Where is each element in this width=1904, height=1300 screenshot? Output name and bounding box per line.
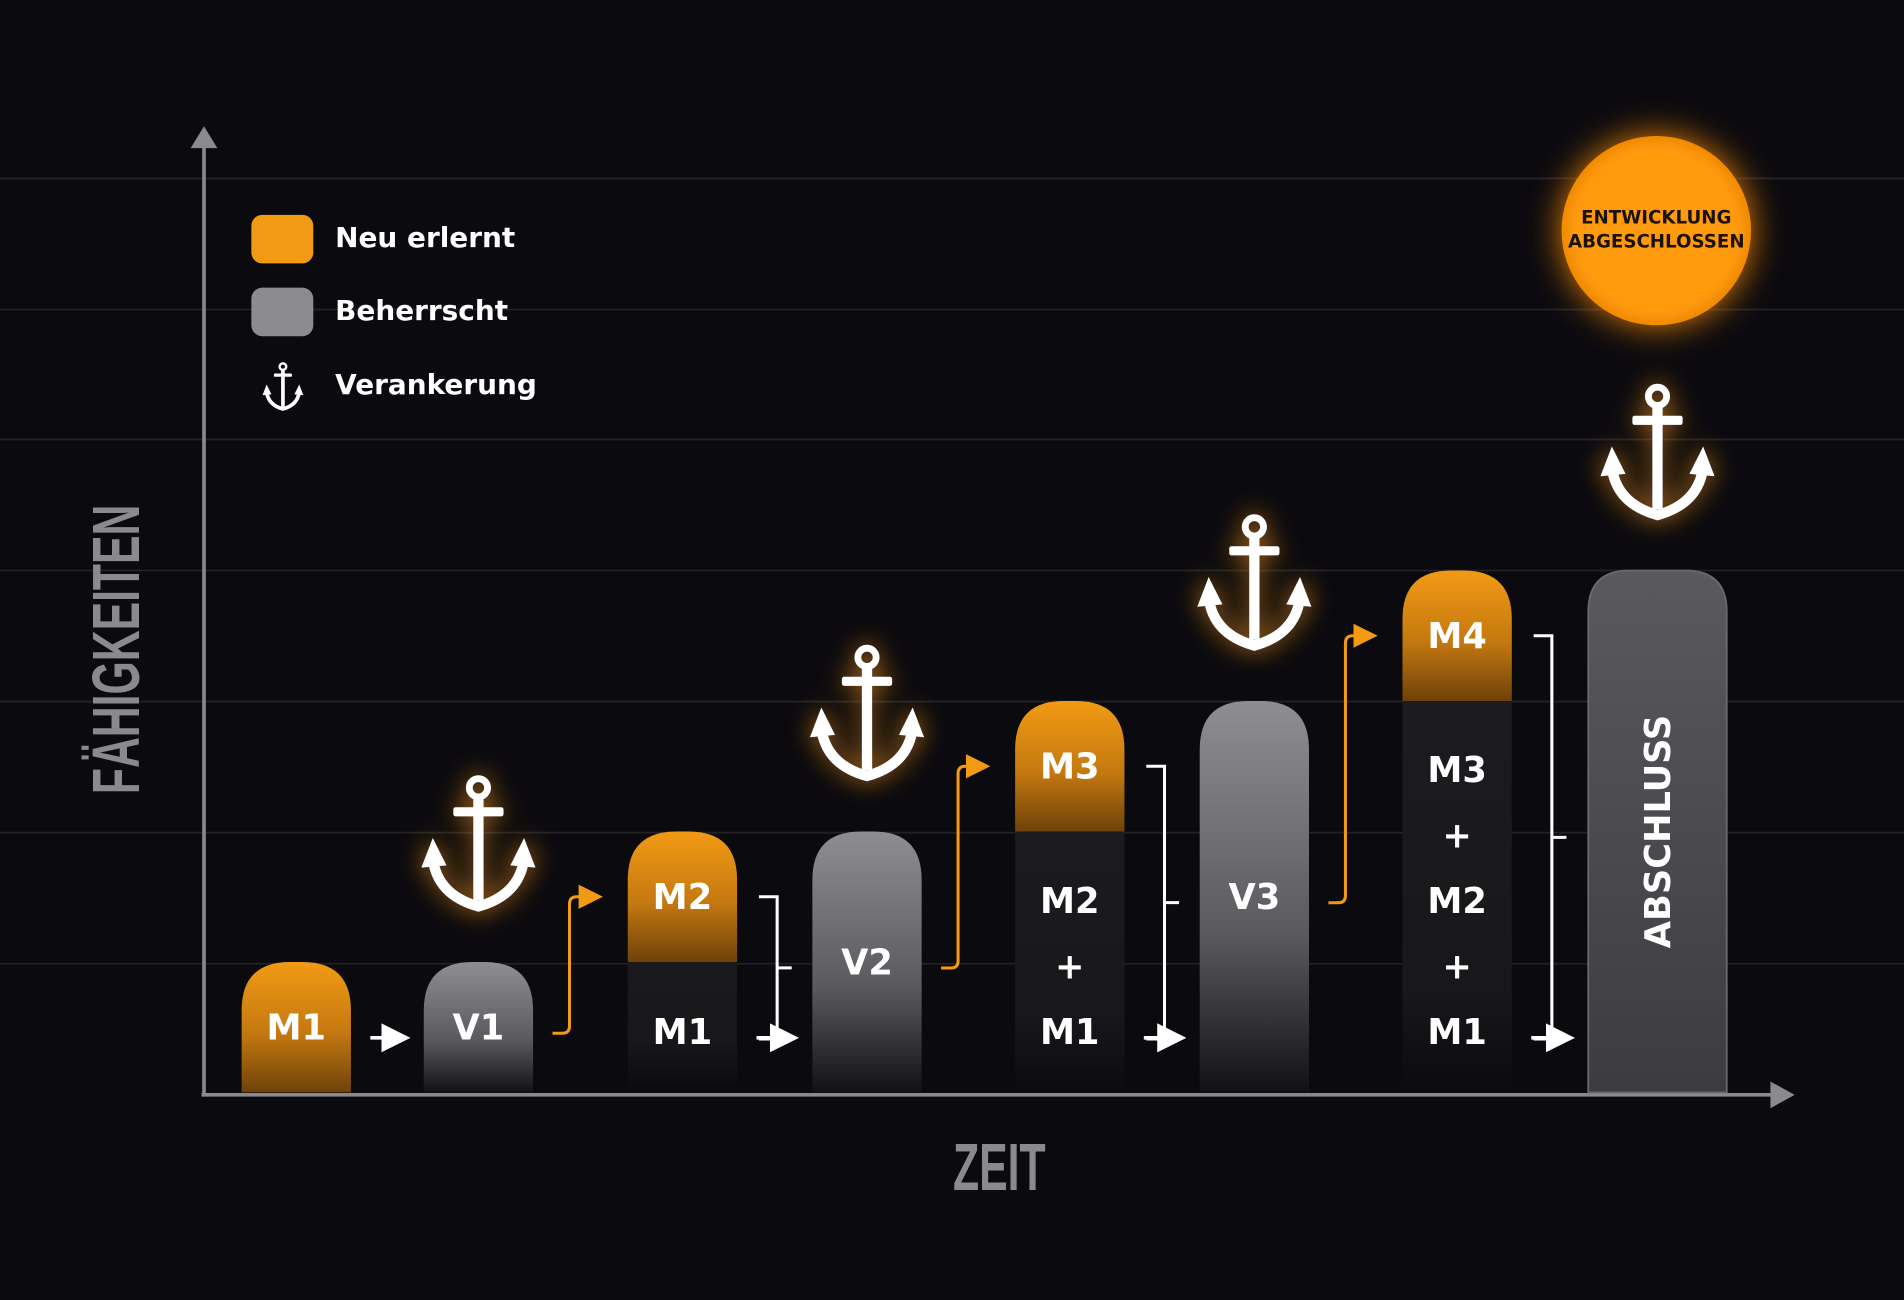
new-skill-label: M4 — [1427, 616, 1487, 657]
bracket — [758, 895, 792, 1041]
axes — [190, 126, 1795, 1109]
new-skill-label: M3 — [1040, 747, 1100, 788]
anchor-icon — [1197, 518, 1311, 646]
legend-label: Verankerung — [335, 368, 537, 401]
mastered-label: V2 — [841, 942, 893, 983]
known-skill-label: M1 — [653, 1012, 713, 1053]
anchor-icon — [421, 779, 535, 907]
y-axis-label: FÄHIGKEITEN — [78, 505, 153, 795]
legend-label: Neu erlernt — [335, 221, 515, 254]
badge-text: ABGESCHLOSSEN — [1568, 232, 1745, 253]
known-skill-label: M2 — [1040, 881, 1100, 922]
column-mastered — [1587, 569, 1728, 1094]
known-skill-label: + — [1055, 947, 1084, 988]
known-skill-label: M2 — [1427, 881, 1487, 922]
mastered-label: ABSCHLUSS — [1638, 715, 1679, 948]
column-mastered — [1199, 700, 1309, 1093]
column-new-cap — [1402, 570, 1512, 701]
mastered-label: V1 — [453, 1008, 505, 1049]
known-skill-label: M3 — [1427, 750, 1487, 791]
x-axis-label: ZEIT — [953, 1129, 1046, 1204]
new-skill-label: M1 — [267, 1008, 327, 1049]
legend-label: Beherrscht — [335, 294, 508, 327]
column-new-cap — [627, 831, 738, 962]
arrow — [941, 754, 991, 970]
badge-circle — [1561, 135, 1751, 326]
known-skill-label: M1 — [1040, 1012, 1100, 1053]
badge-text: ENTWICKLUNG — [1581, 207, 1731, 228]
arrow — [552, 884, 603, 1035]
known-skill-label: + — [1442, 816, 1471, 857]
column-mastered — [812, 831, 922, 1093]
column-new-cap — [241, 961, 351, 1093]
legend-swatch-mastered — [251, 287, 314, 337]
bracket — [1533, 634, 1567, 1041]
legend-swatch-new — [251, 214, 314, 264]
anchor-icon — [810, 648, 924, 776]
anchor-icon — [1600, 387, 1714, 515]
anchor-icon — [262, 361, 304, 411]
column-new-cap — [1015, 700, 1125, 832]
known-skill-label: M1 — [1427, 1012, 1487, 1053]
new-skill-label: M2 — [653, 877, 713, 918]
arrow — [1328, 623, 1378, 905]
mastered-label: V3 — [1228, 877, 1280, 918]
column-mastered — [423, 961, 534, 1093]
bracket — [1146, 764, 1180, 1041]
known-skill-label: + — [1442, 947, 1471, 988]
